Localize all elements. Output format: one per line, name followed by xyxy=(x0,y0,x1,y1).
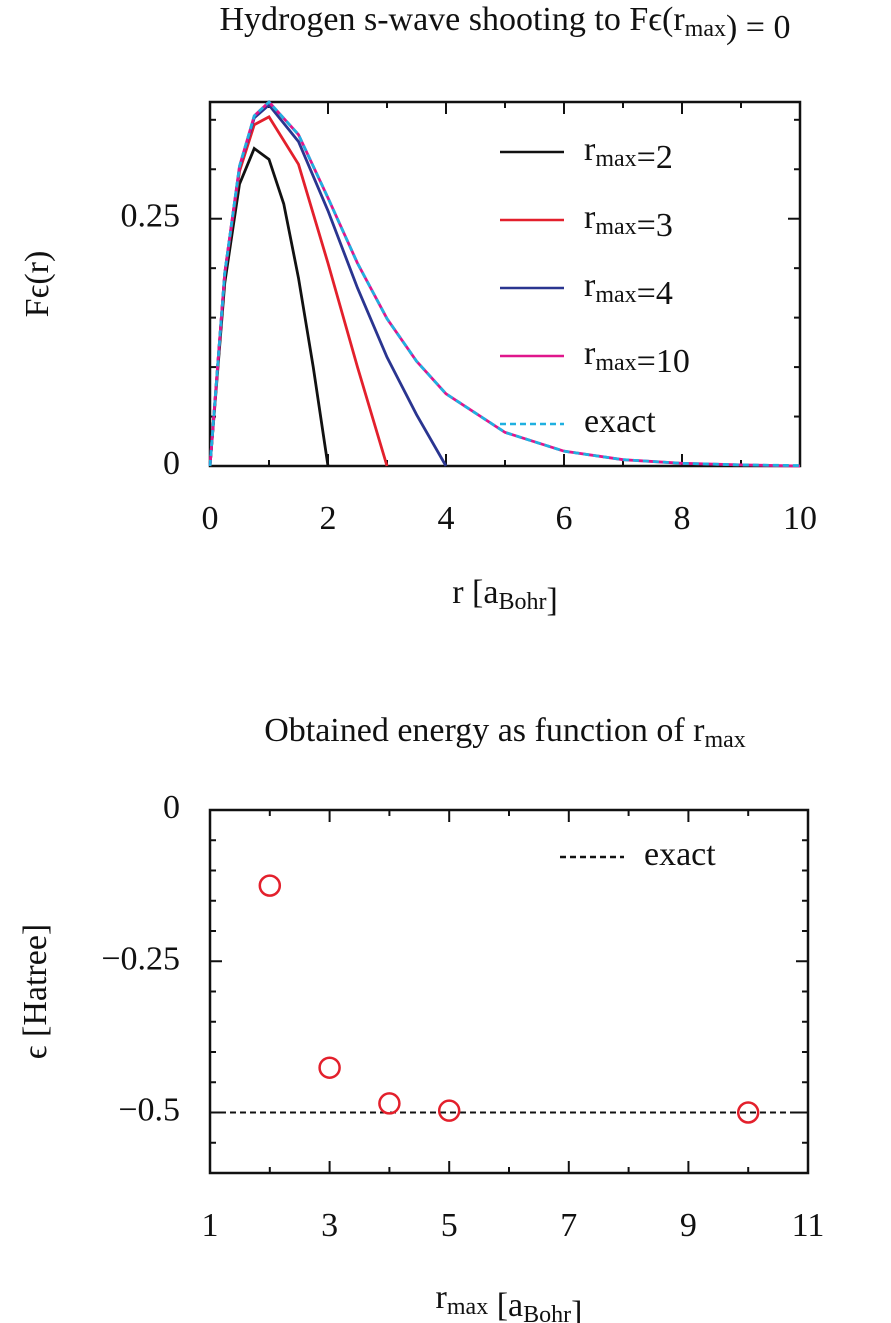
legend-label: rmax=3 xyxy=(584,199,673,244)
x-tick-label: 0 xyxy=(202,500,219,537)
legend-label: rmax=4 xyxy=(584,267,673,312)
x-tick-label: 5 xyxy=(441,1207,458,1244)
y-axis-label: ϵ [Hatree] xyxy=(17,924,54,1060)
x-tick-label: 1 xyxy=(202,1207,219,1244)
chart-title: Hydrogen s-wave shooting to Fϵ(rmax) = 0 xyxy=(220,1,791,46)
data-point xyxy=(378,1092,401,1115)
x-axis-label: r [aBohr] xyxy=(452,574,558,619)
data-point xyxy=(258,874,282,897)
plot-frame xyxy=(208,100,802,468)
legend-label: exact xyxy=(644,836,716,873)
plot-frame xyxy=(208,808,810,1175)
x-axis-label: rmax [aBohr] xyxy=(436,1279,583,1323)
x-tick-label: 10 xyxy=(783,500,817,537)
x-tick-label: 4 xyxy=(438,500,455,537)
data-point xyxy=(318,1056,341,1079)
y-axis-label: Fϵ(r) xyxy=(19,251,56,318)
legend-label: rmax=10 xyxy=(584,335,690,380)
x-tick-label: 3 xyxy=(321,1207,338,1244)
legend-label: exact xyxy=(584,403,656,440)
data-point xyxy=(437,1099,461,1122)
x-tick-label: 9 xyxy=(680,1207,697,1244)
y-tick-label: −0.25 xyxy=(101,940,180,977)
data-line xyxy=(208,146,330,467)
y-tick-label: 0.25 xyxy=(121,198,181,235)
data-line xyxy=(208,102,448,467)
data-line xyxy=(208,100,801,467)
data-point xyxy=(736,1101,760,1124)
y-tick-label: 0 xyxy=(163,789,180,826)
x-tick-label: 11 xyxy=(792,1207,825,1244)
x-tick-label: 7 xyxy=(560,1207,577,1244)
x-tick-label: 6 xyxy=(556,500,573,537)
y-tick-label: −0.5 xyxy=(118,1091,180,1128)
legend-label: rmax=2 xyxy=(584,131,673,176)
chart-title: Obtained energy as function of rmax xyxy=(264,712,746,753)
y-tick-label: 0 xyxy=(163,445,180,482)
x-tick-label: 8 xyxy=(674,500,691,537)
x-tick-label: 2 xyxy=(320,500,337,537)
